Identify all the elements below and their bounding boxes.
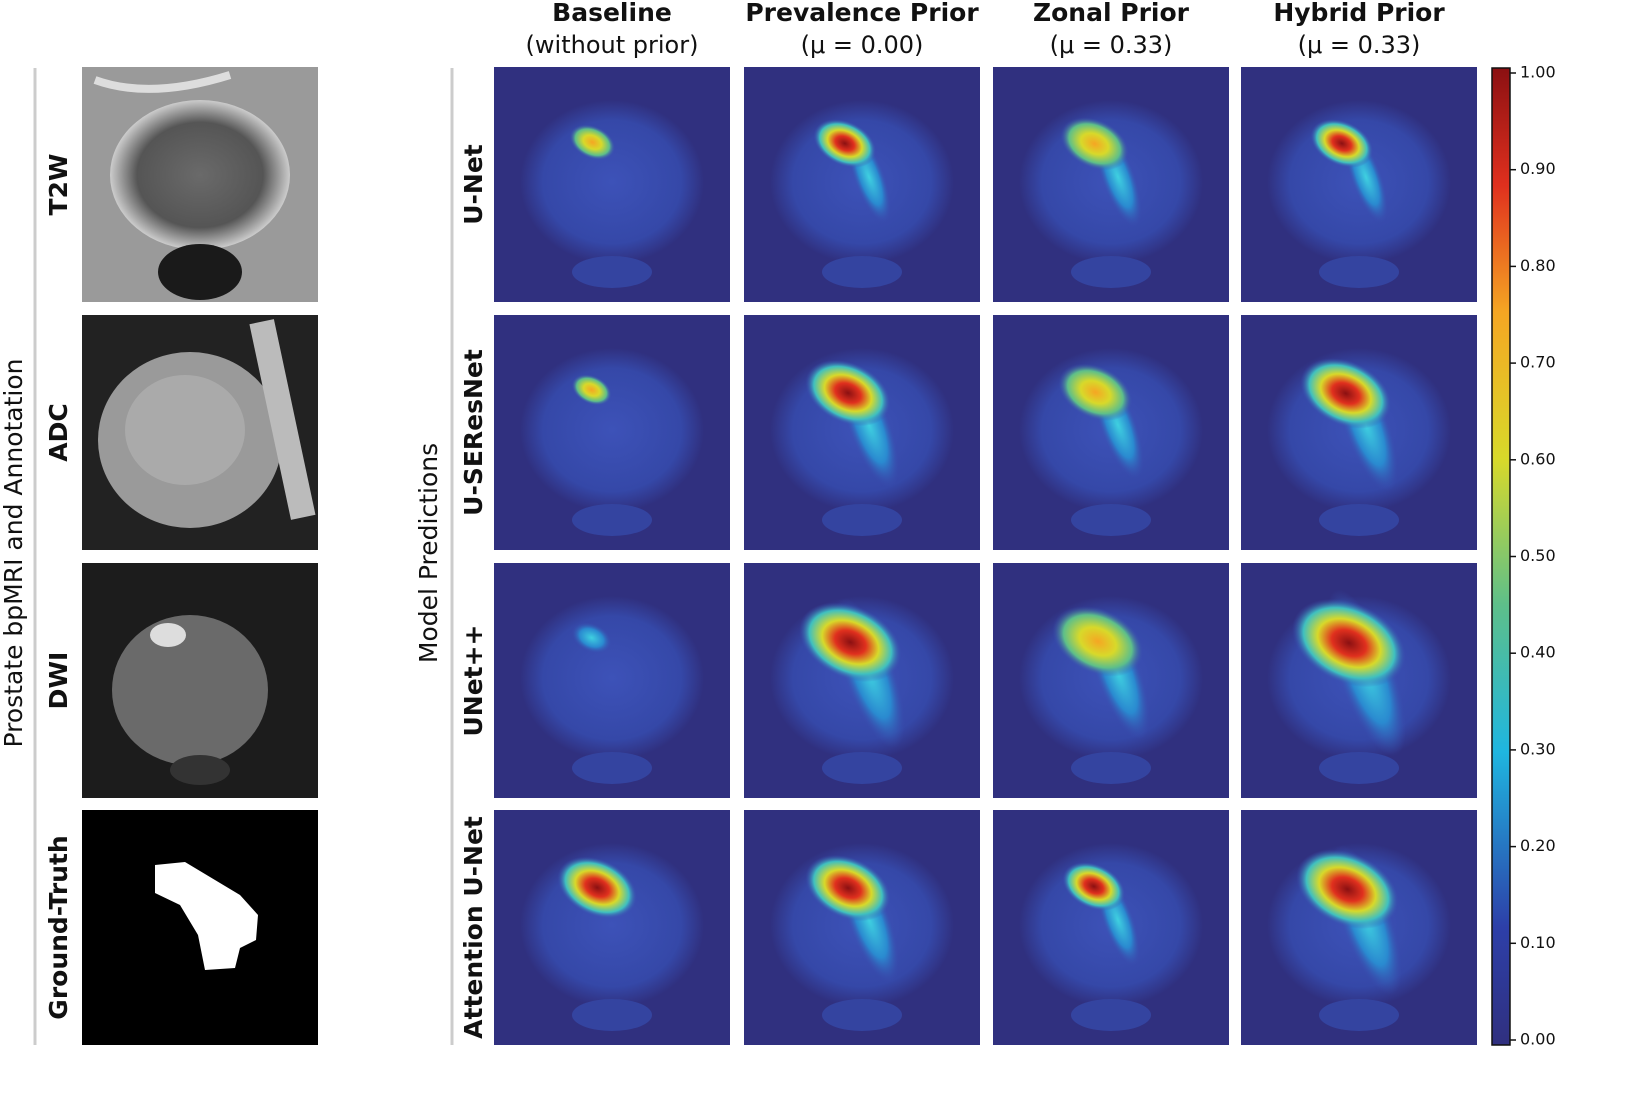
colorbar-tick-label: 0.30 (1520, 739, 1556, 758)
adc-image (82, 315, 318, 550)
dwi-image (82, 563, 318, 798)
rectum-region (1319, 752, 1399, 784)
rectum-region (822, 504, 902, 536)
model-label: Attention U-Net (459, 816, 488, 1039)
hotspot (1058, 363, 1133, 421)
rectum-region (822, 752, 902, 784)
colorbar-tick-label: 0.40 (1520, 643, 1556, 662)
prediction-heatmap (1241, 810, 1477, 1045)
rectum-region (1319, 256, 1399, 288)
rectum-region (822, 999, 902, 1031)
prediction-heatmap (993, 563, 1229, 798)
colorbar-tick-label: 0.60 (1520, 449, 1556, 468)
prediction-heatmap (744, 67, 980, 302)
rectum-region (572, 999, 652, 1031)
column-subtitle: (without prior) (526, 31, 699, 59)
hotspot (557, 856, 638, 919)
hotspot (569, 124, 616, 160)
hotspot (1310, 119, 1374, 168)
hotspot (1300, 358, 1392, 429)
prostate-region (520, 596, 704, 760)
colorbar-tick-label: 1.00 (1520, 63, 1556, 82)
column-subtitle: (μ = 0.33) (1298, 31, 1421, 59)
hotspot (1052, 606, 1144, 677)
hotspot (1292, 598, 1406, 688)
hotspot (799, 602, 902, 683)
hotspot (571, 622, 612, 654)
rectum-region (572, 256, 652, 288)
prediction-heatmap (494, 67, 730, 302)
prediction-heatmap (744, 563, 980, 798)
hotspot (805, 854, 891, 922)
model-label: U-SEResNet (459, 349, 488, 516)
prediction-heatmap (1241, 315, 1477, 550)
prediction-heatmap (494, 810, 730, 1045)
column-subtitle: (μ = 0.33) (1050, 31, 1173, 59)
hotspot (1296, 849, 1399, 930)
middle-label: Model Predictions (414, 443, 443, 663)
prostate-region (520, 100, 704, 264)
input-label: DWI (44, 652, 73, 710)
colorbar-tick-label: 0.90 (1520, 159, 1556, 178)
prediction-heatmap (744, 810, 980, 1045)
rectum-region (1071, 256, 1151, 288)
rectum-region (1071, 504, 1151, 536)
rectum-region (1071, 999, 1151, 1031)
input-label: Ground-Truth (44, 835, 73, 1019)
prediction-grid (494, 67, 1477, 1045)
rectum-region (1071, 752, 1151, 784)
hotspot (1060, 117, 1129, 171)
column-title: Prevalence Prior (745, 0, 979, 27)
hotspot (805, 359, 891, 427)
prediction-heatmap (494, 315, 730, 550)
colorbar-tick-label: 0.50 (1520, 546, 1556, 565)
prediction-heatmap (993, 67, 1229, 302)
model-label: UNet++ (459, 624, 488, 736)
prediction-heatmap (1241, 563, 1477, 798)
hotspot (813, 119, 877, 168)
column-title: Zonal Prior (1033, 0, 1190, 27)
rectum-region (1319, 999, 1399, 1031)
prediction-heatmap (494, 563, 730, 798)
colorbar-tick-label: 0.70 (1520, 353, 1556, 372)
model-label: U-Net (459, 144, 488, 225)
prediction-heatmap (993, 315, 1229, 550)
prediction-heatmap (744, 315, 980, 550)
column-subtitle: (μ = 0.00) (801, 31, 924, 59)
rectum-region (822, 256, 902, 288)
colorbar-tick-label: 0.20 (1520, 836, 1556, 855)
colorbar-tick-label: 0.80 (1520, 256, 1556, 275)
column-title: Baseline (552, 0, 672, 27)
rectum-region (572, 504, 652, 536)
column-title: Hybrid Prior (1273, 0, 1445, 27)
prediction-heatmap (993, 810, 1229, 1045)
hotspot (1062, 862, 1126, 911)
colorbar-tick-label: 0.00 (1520, 1030, 1556, 1049)
colorbar-ticks: 0.00 0.10 0.20 0.30 0.40 0.50 0.60 0.70 0.80 0.90… (1510, 63, 1556, 1049)
rectum-region (1319, 504, 1399, 536)
left-label: Prostate bpMRI and Annotation (0, 358, 28, 747)
prostate-region (520, 348, 704, 512)
ground-truth-image (82, 810, 318, 1045)
input-label: ADC (44, 403, 73, 461)
hotspot (571, 374, 612, 406)
colorbar-tick-label: 0.10 (1520, 933, 1556, 952)
colorbar (1491, 67, 1511, 1046)
prediction-heatmap (1241, 67, 1477, 302)
rectum-region (572, 752, 652, 784)
t2w-image (82, 67, 318, 302)
input-label: T2W (44, 153, 73, 215)
